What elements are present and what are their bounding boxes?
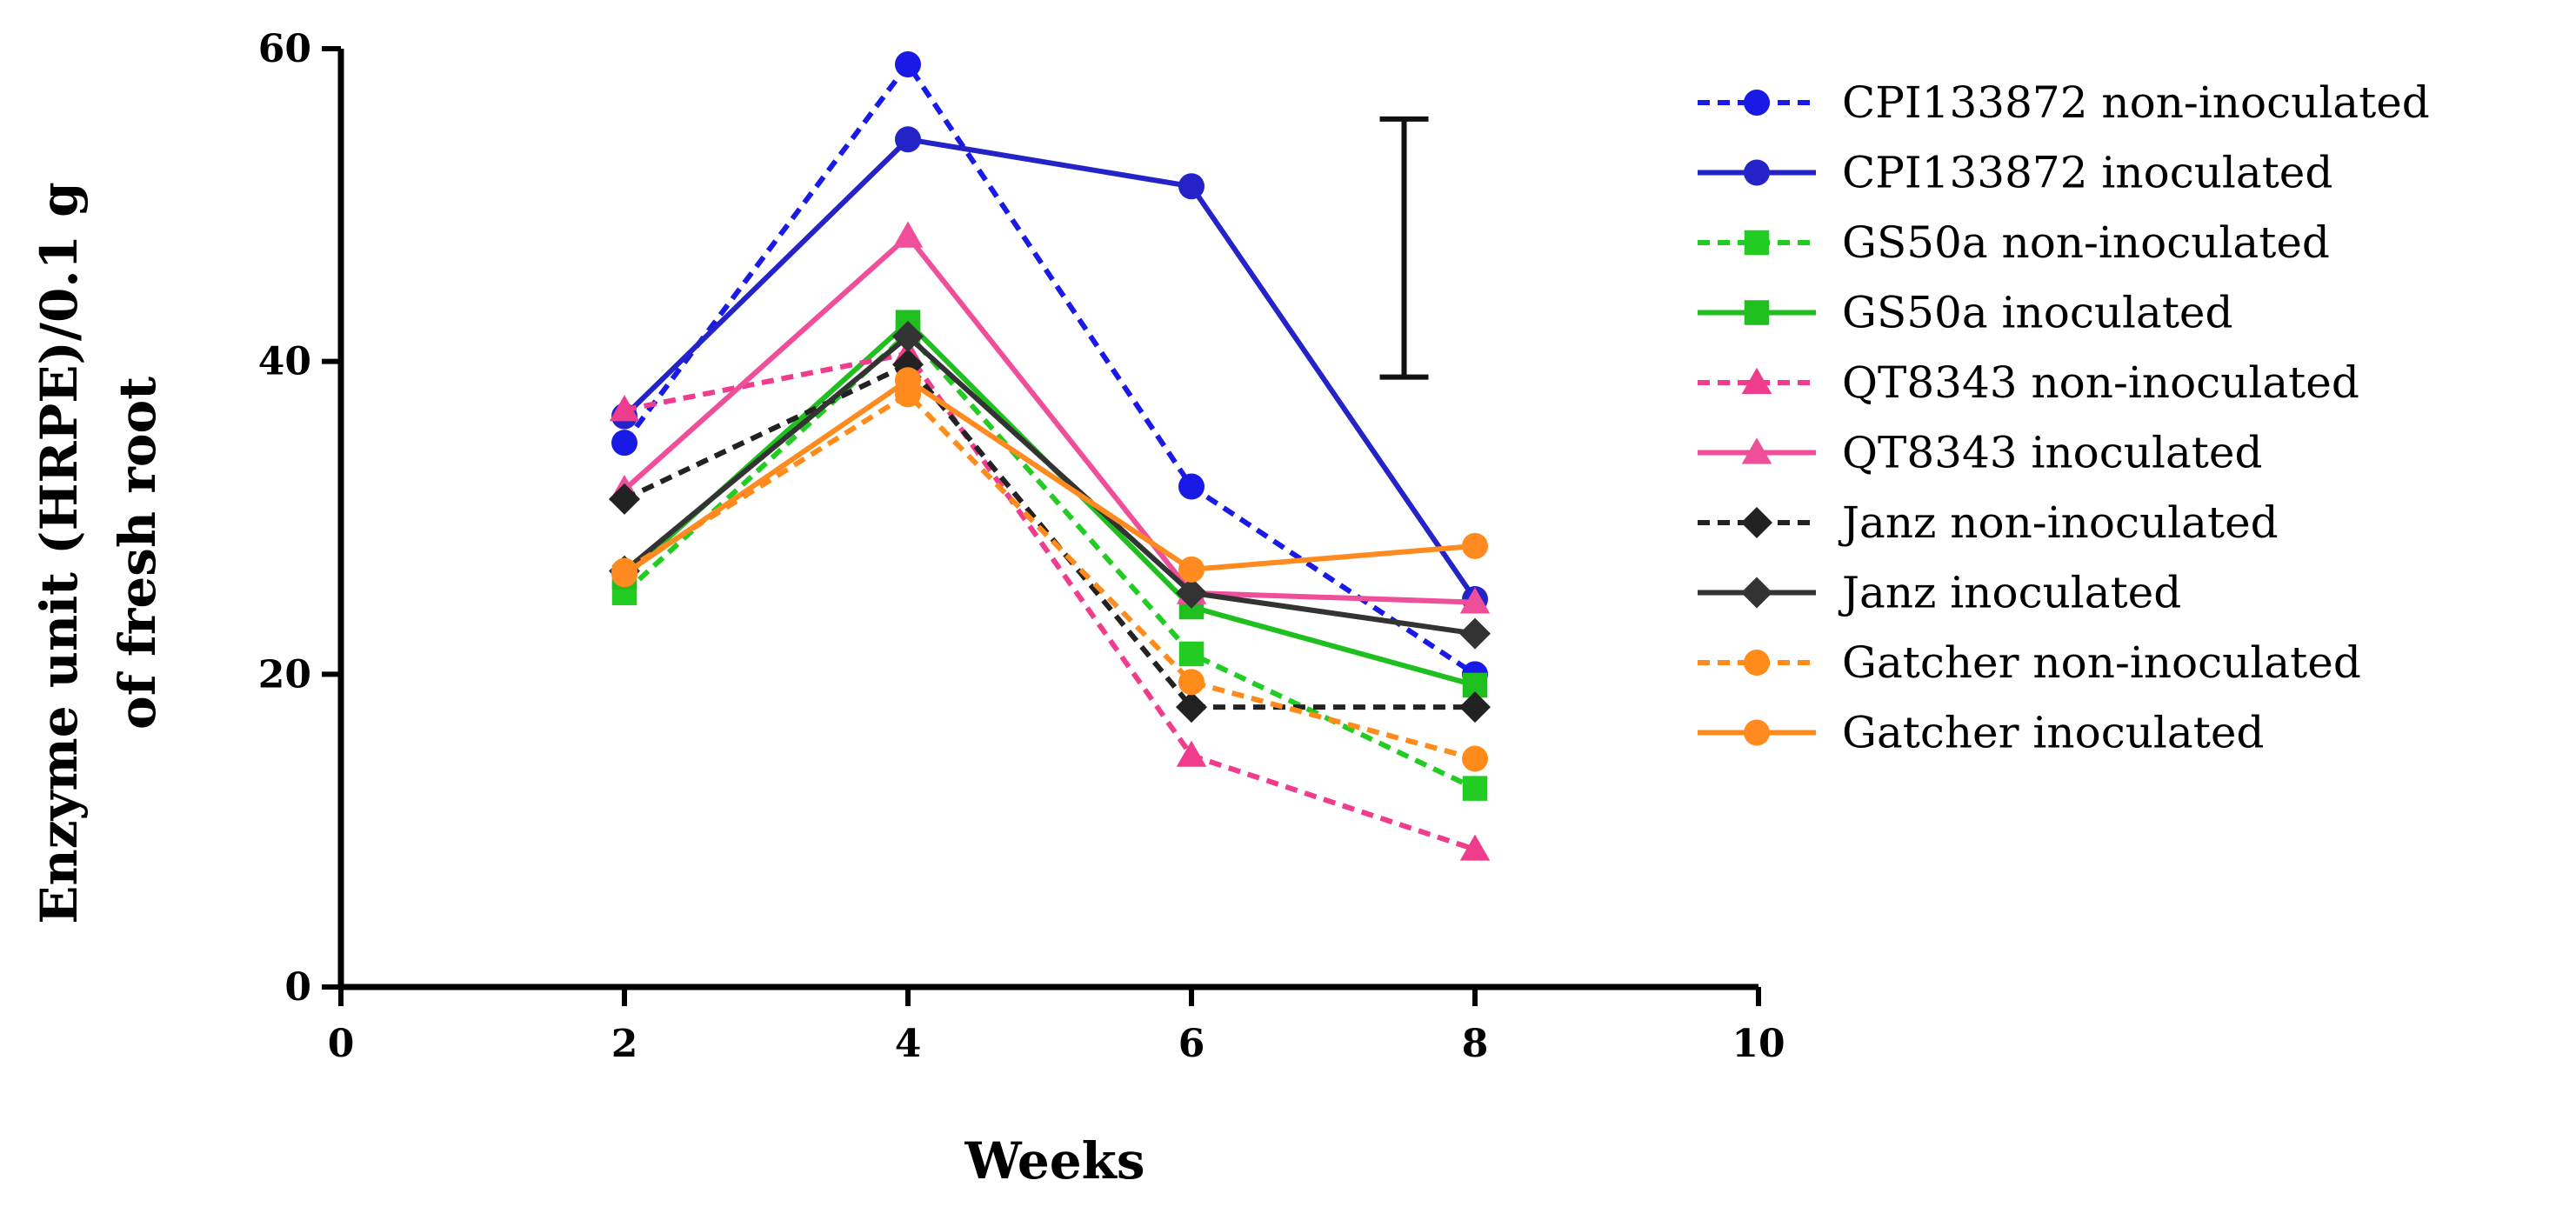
x-tick-label: 2 [611, 1022, 638, 1066]
legend-entry-7: Janz inoculated [1698, 568, 2181, 618]
x-tick-label: 4 [895, 1022, 922, 1066]
series-0 [611, 50, 1488, 688]
legend-marker [1741, 367, 1772, 394]
legend-label: QT8343 non-inoculated [1842, 357, 2359, 408]
legend-label: CPI133872 non-inoculated [1842, 77, 2430, 128]
data-point [895, 367, 921, 394]
legend-entry-9: Gatcher inoculated [1698, 708, 2264, 758]
legend-marker [1744, 159, 1770, 186]
series-3 [611, 310, 1488, 698]
legend-entry-2: GS50a non-inoculated [1698, 217, 2330, 268]
series-line [622, 137, 1478, 601]
series-line [623, 333, 1476, 637]
legend-label: GS50a non-inoculated [1842, 217, 2330, 268]
y-axis-title-line2: of fresh root [108, 377, 167, 730]
series-1 [611, 126, 1488, 613]
data-point [609, 395, 640, 422]
data-point [1178, 641, 1205, 667]
legend-label: CPI133872 inoculated [1842, 148, 2332, 198]
x-tick-label: 10 [1732, 1022, 1785, 1066]
series-line [623, 391, 1476, 762]
data-point [1462, 776, 1488, 801]
legend-marker [1744, 90, 1770, 116]
legend-entry-5: QT8343 inoculated [1698, 428, 2262, 478]
series-layer [609, 50, 1491, 861]
y-tick-label: 0 [284, 965, 311, 1010]
y-tick-label: 20 [258, 652, 311, 697]
legend-label: Gatcher inoculated [1842, 708, 2264, 758]
data-point [611, 561, 637, 588]
legend-label: GS50a inoculated [1842, 288, 2233, 338]
legend-marker [1744, 719, 1770, 746]
legend-entry-0: CPI133872 non-inoculated [1698, 77, 2430, 128]
series-line [622, 61, 1477, 677]
series-line [623, 362, 1475, 710]
legend-entry-4: QT8343 non-inoculated [1698, 357, 2359, 408]
data-point [892, 320, 924, 352]
data-point [892, 221, 924, 248]
y-axis-title-line1: Enzyme unit (HRPE)/0.1 g [30, 182, 89, 924]
legend-label: Janz non-inoculated [1838, 497, 2279, 548]
data-point [1459, 587, 1491, 614]
series-6 [609, 349, 1491, 724]
legend-label: Gatcher non-inoculated [1842, 637, 2361, 688]
data-point [895, 50, 921, 77]
legend-marker [1744, 300, 1770, 325]
data-point [1462, 532, 1488, 559]
legend-entry-3: GS50a inoculated [1698, 288, 2233, 338]
data-point [609, 483, 640, 515]
y-tick-label: 40 [258, 340, 311, 384]
legend-marker [1741, 507, 1772, 538]
legend-entry-8: Gatcher non-inoculated [1698, 637, 2361, 688]
x-axis-title: Weeks [964, 1131, 1145, 1190]
data-point [611, 430, 637, 457]
y-tick-label: 60 [258, 27, 311, 71]
x-tick-label: 6 [1178, 1022, 1205, 1066]
data-point [895, 126, 921, 153]
data-point [1459, 691, 1491, 724]
legend-label: QT8343 inoculated [1842, 428, 2262, 478]
series-line [623, 233, 1476, 605]
series-line [624, 350, 1476, 852]
data-point [1459, 834, 1491, 861]
series-line [622, 330, 1477, 791]
x-tick-label: 8 [1462, 1022, 1489, 1066]
data-point [1178, 173, 1205, 200]
series-line [623, 377, 1476, 577]
data-point [1178, 669, 1205, 696]
x-tick-label: 0 [328, 1022, 355, 1066]
data-point [1178, 473, 1205, 500]
legend-entry-1: CPI133872 inoculated [1698, 148, 2332, 198]
error-bar [1379, 116, 1429, 380]
axes: 0 2 4 6 8 10 0 20 40 60 [258, 27, 1785, 1066]
data-point [1462, 745, 1488, 772]
data-point [1459, 617, 1491, 650]
legend-label: Janz inoculated [1838, 568, 2181, 618]
data-point [1176, 577, 1207, 609]
data-point [1178, 556, 1205, 583]
legend-marker [1741, 437, 1772, 464]
legend-marker [1741, 577, 1772, 609]
series-8 [611, 381, 1488, 772]
data-point [1176, 740, 1207, 767]
series-9 [611, 367, 1488, 588]
legend-marker [1744, 650, 1770, 676]
legend: CPI133872 non-inoculated CPI133872 inocul… [1698, 77, 2430, 758]
data-point [1176, 691, 1207, 724]
legend-marker [1744, 230, 1770, 256]
legend-entry-6: Janz non-inoculated [1698, 497, 2279, 548]
